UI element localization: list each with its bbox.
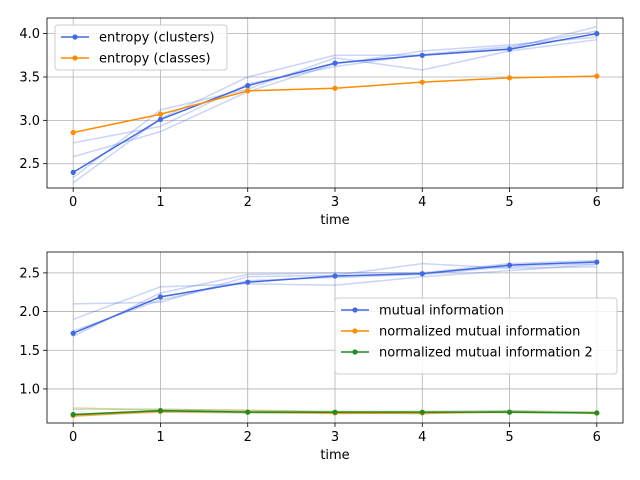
data-point [594, 259, 600, 265]
legend-label: entropy (classes) [99, 52, 211, 67]
legend-marker [352, 307, 358, 313]
legend-label: normalized mutual information 2 [379, 346, 593, 361]
legend-marker [72, 34, 78, 40]
data-point [594, 31, 600, 37]
y-tick-label: 2.5 [19, 157, 40, 172]
legend-label: mutual information [379, 304, 504, 319]
data-point [157, 111, 164, 117]
data-point [506, 46, 513, 52]
data-point [594, 410, 600, 416]
y-tick-label: 2.5 [19, 266, 40, 281]
data-point [419, 409, 425, 415]
data-point [70, 169, 76, 175]
x-tick-label: 1 [156, 195, 164, 210]
top-panel: 0 1 2 3 4 5 6 2.5 3.0 3.5 4.0 time entropy (clusters… [19, 17, 624, 228]
y-tick-label: 3.0 [19, 114, 40, 129]
bottom-panel: 0 1 2 3 4 5 6 1.0 1.5 2.0 2.5 time mutual informatio… [19, 251, 624, 463]
x-tick-label: 1 [156, 430, 164, 445]
x-tick-label: 2 [244, 195, 252, 210]
x-tick-label: 6 [593, 195, 601, 210]
data-point [332, 409, 338, 415]
data-point [506, 75, 513, 81]
data-point [157, 294, 164, 300]
data-point [419, 271, 425, 277]
y-tick-label: 3.5 [19, 70, 40, 85]
x-axis-label: time [320, 213, 349, 228]
x-tick-label: 5 [505, 430, 513, 445]
y-tick-label: 2.0 [19, 305, 40, 320]
x-tick-label: 0 [69, 195, 77, 210]
data-point [245, 83, 251, 89]
data-point [332, 85, 338, 91]
faint-series-line [72, 263, 597, 321]
legend-label: entropy (clusters) [99, 31, 215, 46]
x-tick-label: 2 [244, 430, 252, 445]
legend-box [54, 24, 228, 71]
y-tick-label: 4.0 [19, 27, 40, 42]
data-point [245, 279, 251, 285]
data-point [70, 330, 76, 336]
y-tick-label: 1.5 [19, 344, 40, 359]
data-point [506, 409, 513, 415]
x-tick-label: 0 [69, 430, 77, 445]
data-point [157, 408, 164, 414]
legend-marker [352, 328, 358, 334]
data-point [419, 79, 425, 85]
legend-box [334, 297, 618, 375]
y-tick-label: 1.0 [19, 382, 40, 397]
data-point [332, 60, 338, 66]
x-tick-label: 3 [331, 430, 339, 445]
legend-label: normalized mutual information [379, 325, 580, 340]
data-point [594, 73, 600, 79]
data-point [245, 88, 251, 94]
x-tick-label: 4 [418, 195, 426, 210]
x-tick-label: 3 [331, 195, 339, 210]
x-tick-label: 4 [418, 430, 426, 445]
data-point [419, 52, 425, 58]
data-point [70, 129, 76, 136]
data-point [332, 273, 338, 279]
legend-marker [352, 349, 358, 355]
faint-series-line [73, 30, 597, 144]
legend-marker [72, 55, 78, 61]
x-axis-label: time [320, 448, 349, 463]
data-point [506, 262, 513, 268]
data-point [245, 409, 251, 415]
x-tick-label: 6 [593, 430, 601, 445]
x-tick-label: 5 [505, 195, 513, 210]
data-point [157, 116, 164, 123]
data-point [70, 411, 76, 418]
